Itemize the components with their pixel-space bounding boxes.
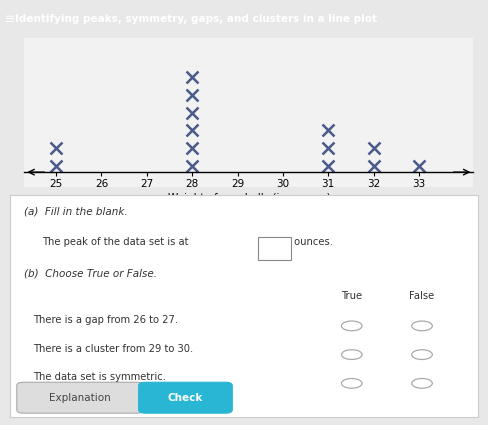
Bar bbox=[258, 238, 291, 260]
Text: The peak of the data set is at: The peak of the data set is at bbox=[42, 238, 192, 247]
Text: Explanation: Explanation bbox=[49, 393, 111, 403]
Text: ≡: ≡ bbox=[5, 13, 16, 26]
Text: True: True bbox=[341, 291, 362, 300]
X-axis label: Weight of seashells (in ounces): Weight of seashells (in ounces) bbox=[167, 193, 330, 203]
Text: There is a cluster from 29 to 30.: There is a cluster from 29 to 30. bbox=[33, 343, 193, 354]
FancyBboxPatch shape bbox=[139, 382, 232, 413]
Text: There is a gap from 26 to 27.: There is a gap from 26 to 27. bbox=[33, 315, 178, 325]
FancyBboxPatch shape bbox=[17, 382, 143, 413]
Text: (b)  Choose True or False.: (b) Choose True or False. bbox=[24, 269, 157, 278]
Text: Identifying peaks, symmetry, gaps, and clusters in a line plot: Identifying peaks, symmetry, gaps, and c… bbox=[15, 14, 377, 24]
Text: False: False bbox=[409, 291, 435, 300]
Text: Check: Check bbox=[168, 393, 203, 403]
Text: (a)  Fill in the blank.: (a) Fill in the blank. bbox=[24, 207, 127, 217]
Text: The data set is symmetric.: The data set is symmetric. bbox=[33, 372, 166, 382]
Text: ounces.: ounces. bbox=[291, 238, 333, 247]
